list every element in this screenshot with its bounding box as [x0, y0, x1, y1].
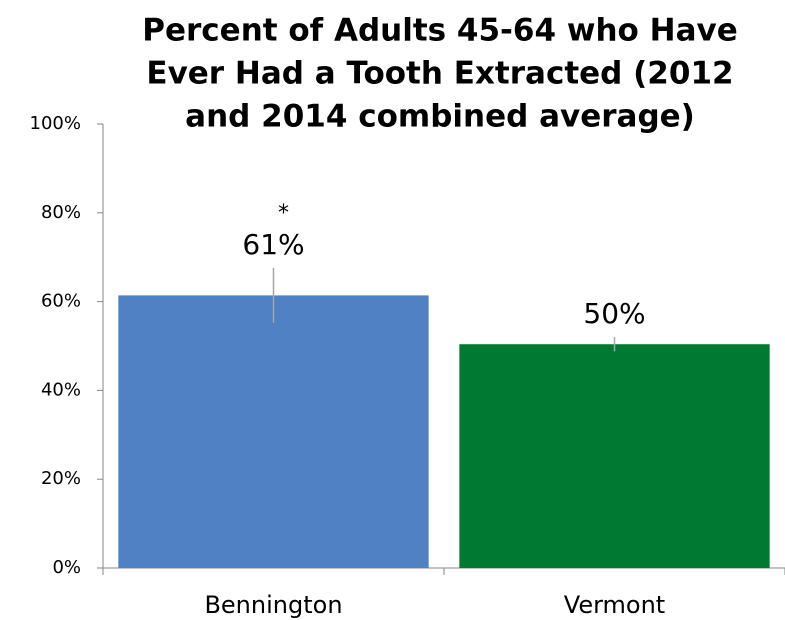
y-tick-label: 60%: [41, 291, 81, 312]
y-tick-label: 100%: [30, 113, 81, 134]
chart-title: Percent of Adults 45-64 who Have: [142, 13, 737, 49]
bar: [459, 344, 770, 568]
y-tick-label: 80%: [41, 202, 81, 223]
chart-title: and 2014 combined average): [185, 99, 695, 135]
chart-title: Ever Had a Tooth Extracted (2012: [146, 56, 733, 92]
bar: [118, 295, 429, 568]
annotation: *: [278, 201, 289, 226]
y-tick-label: 20%: [41, 468, 81, 489]
value-label: 61%: [242, 228, 304, 261]
y-tick-label: 40%: [41, 379, 81, 400]
x-tick-label: Bennington: [204, 591, 342, 619]
x-tick-label: Vermont: [564, 591, 665, 619]
y-tick-label: 0%: [52, 557, 81, 578]
value-label: 50%: [583, 297, 645, 330]
